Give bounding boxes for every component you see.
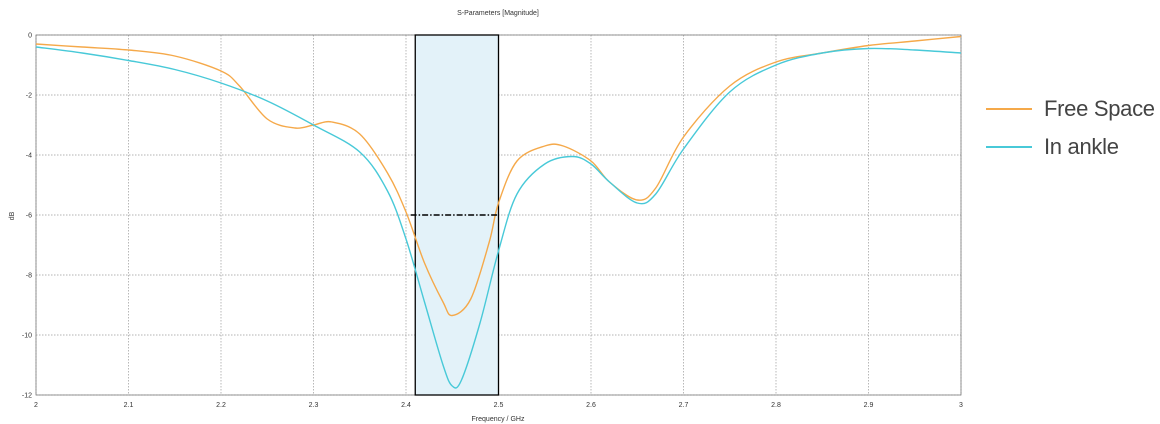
x-tick-label: 2.3	[309, 402, 319, 409]
x-tick-label: 3	[959, 402, 963, 409]
x-tick-label: 2.8	[771, 402, 781, 409]
series-line-free-space	[35, 35, 962, 317]
x-tick-label: 2.7	[679, 402, 689, 409]
y-axis-title: dB	[9, 211, 16, 220]
legend-label-in-ankle: In ankle	[1044, 134, 1119, 159]
chart-legend: Free Space In ankle	[986, 96, 1155, 172]
x-axis-title: Frequency / GHz	[472, 416, 525, 423]
x-tick-label: 2.4	[401, 402, 411, 409]
y-tick-label: -8	[26, 273, 32, 280]
y-tick-label: -6	[26, 213, 32, 220]
x-tick-label: 2.2	[216, 402, 226, 409]
y-tick-label: -2	[26, 93, 32, 100]
x-tick-label: 2	[34, 402, 38, 409]
y-tick-label: -4	[26, 153, 32, 160]
legend-label-free-space: Free Space	[1044, 96, 1155, 121]
series-line-in-ankle	[35, 46, 962, 389]
y-tick-label: -12	[22, 393, 32, 400]
x-tick-label: 2.1	[124, 402, 134, 409]
legend-item-in-ankle: In ankle	[986, 134, 1155, 160]
chart-title: S-Parameters [Magnitude]	[457, 10, 539, 17]
y-tick-label: 0	[28, 33, 32, 40]
tick-labels-layer: 2 2.1 2.2 2.3 2.4 2.5 2.6 2.7 2.8 2.9 3 0 -2 -4 -6 -8 -1…	[22, 33, 963, 410]
legend-swatch-free-space	[986, 108, 1032, 110]
x-tick-label: 2.5	[494, 402, 504, 409]
x-tick-label: 2.6	[586, 402, 596, 409]
legend-swatch-in-ankle	[986, 146, 1032, 148]
y-tick-label: -10	[22, 333, 32, 340]
x-tick-label: 2.9	[864, 402, 874, 409]
legend-item-free-space: Free Space	[986, 96, 1155, 122]
series-layer	[35, 35, 962, 389]
